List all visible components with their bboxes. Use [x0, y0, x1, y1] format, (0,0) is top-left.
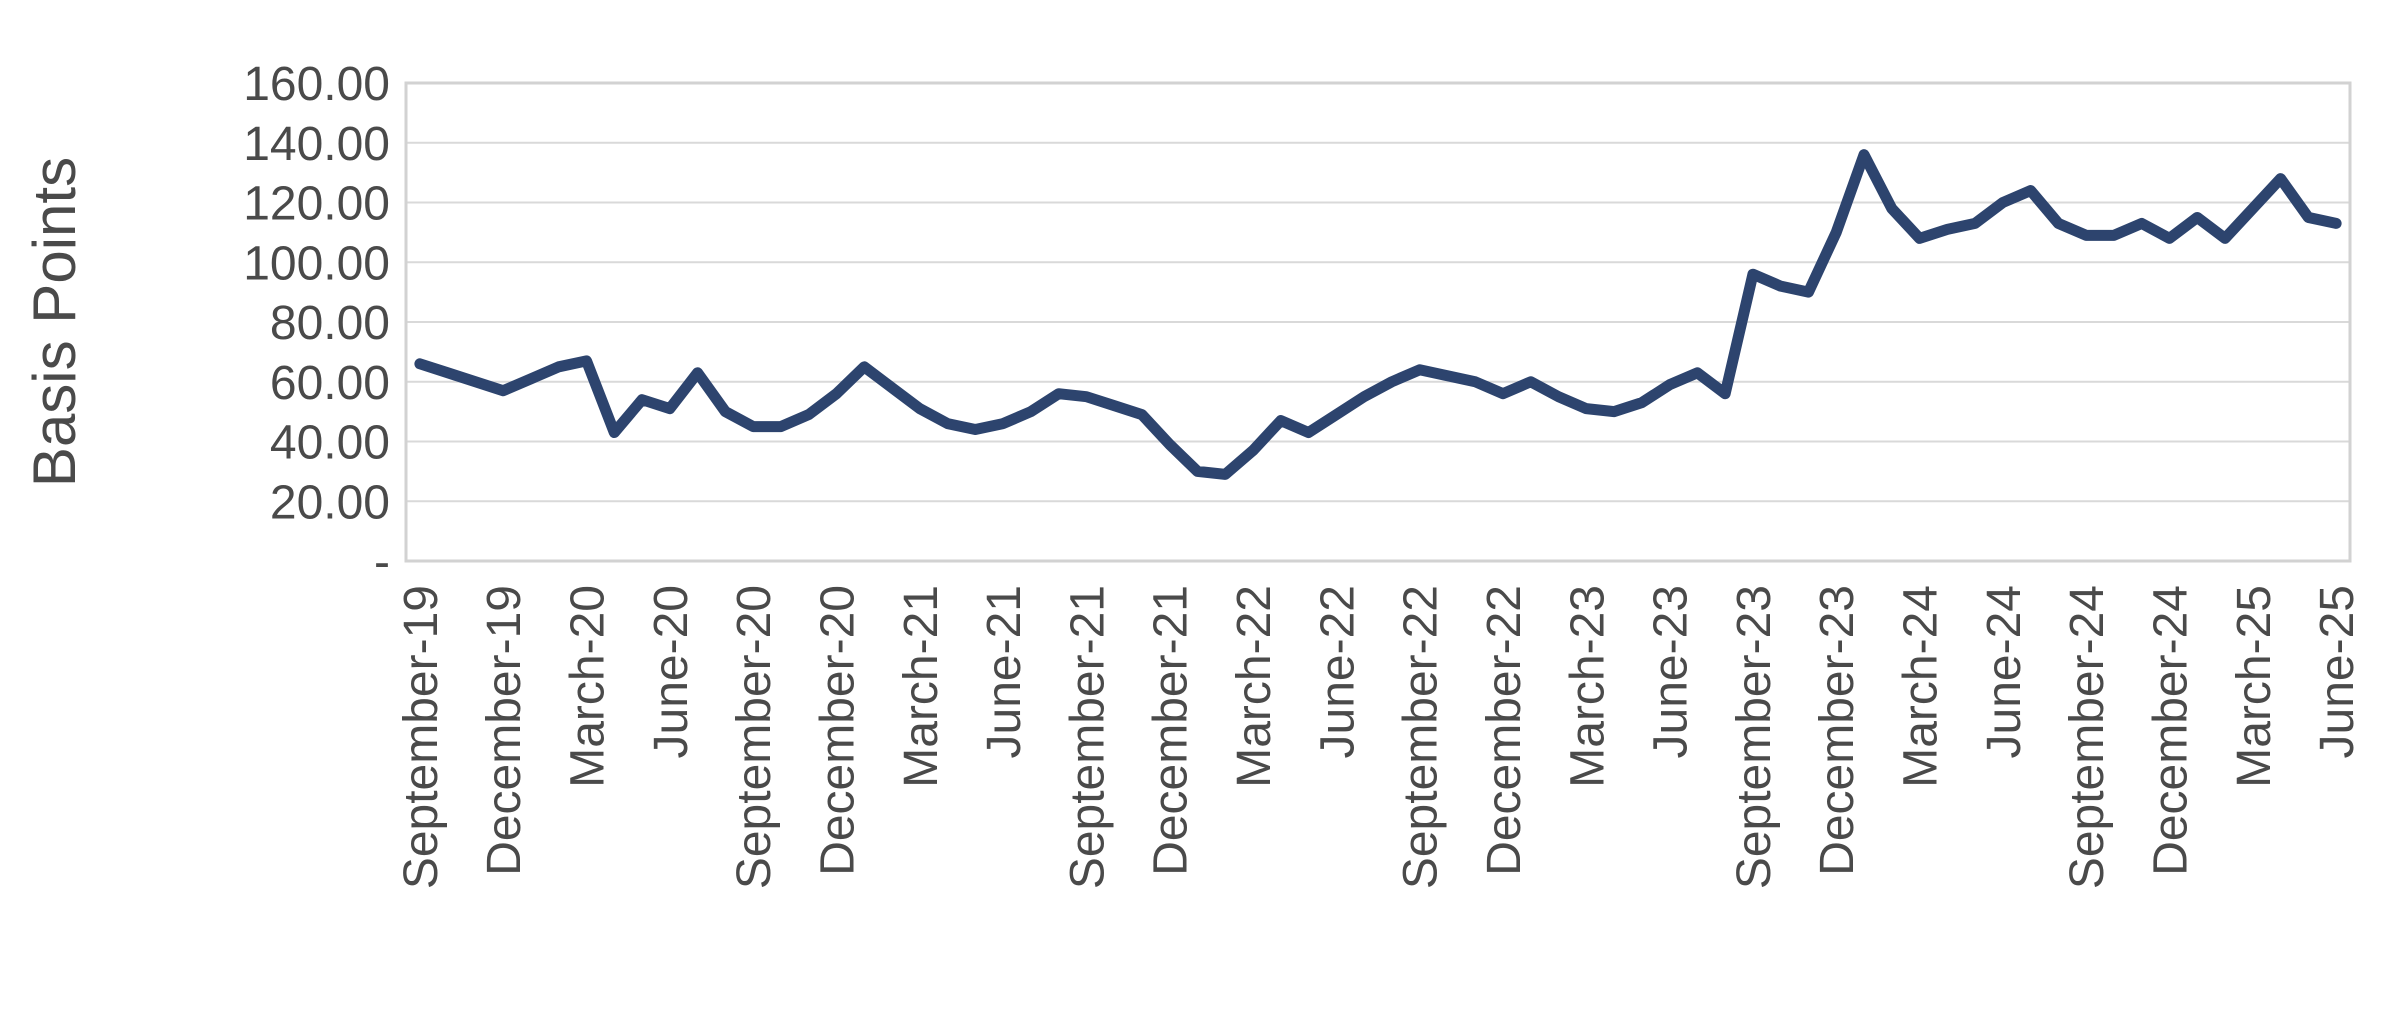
y-tick-label: 60.00 — [270, 357, 390, 410]
x-tick-label: March-24 — [1895, 585, 1948, 788]
x-tick-label: September-23 — [1728, 585, 1781, 889]
y-tick-label: 20.00 — [270, 476, 390, 529]
x-tick-label: June-25 — [2311, 585, 2364, 758]
y-axis-title: Basis Points — [21, 157, 88, 487]
x-tick-label: December-23 — [1811, 585, 1864, 876]
y-tick-label: 120.00 — [243, 178, 390, 231]
x-tick-label: December-20 — [811, 585, 864, 876]
y-tick-label: 100.00 — [243, 237, 390, 290]
x-tick-label: September-24 — [2061, 585, 2114, 889]
x-tick-label: June-22 — [1311, 585, 1364, 758]
x-tick-label: September-22 — [1395, 585, 1448, 889]
y-tick-label: - — [374, 536, 390, 589]
x-tick-label: December-22 — [1478, 585, 1531, 876]
x-tick-label: March-25 — [2228, 585, 2281, 788]
x-tick-label: June-20 — [645, 585, 698, 758]
data-line — [414, 149, 2342, 480]
x-tick-label: March-23 — [1561, 585, 1614, 788]
x-tick-labels: September-19 December-19 March-20 June-20 Se… — [395, 585, 2364, 889]
y-tick-label: 160.00 — [243, 58, 390, 111]
y-tick-label: 40.00 — [270, 417, 390, 470]
x-tick-label: December-24 — [2144, 585, 2197, 876]
x-tick-label: March-20 — [562, 585, 615, 788]
x-tick-label: March-21 — [895, 585, 948, 788]
x-tick-label: September-21 — [1061, 585, 1114, 889]
x-tick-label: June-23 — [1645, 585, 1698, 758]
gridlines — [406, 82, 2350, 562]
y-tick-labels: 160.00 140.00 120.00 100.00 80.00 60.00 40.00 2… — [243, 58, 390, 589]
x-tick-label: June-24 — [1978, 585, 2031, 758]
y-tick-label: 140.00 — [243, 118, 390, 171]
x-tick-label: September-19 — [395, 585, 448, 889]
x-tick-label: June-21 — [978, 585, 1031, 758]
x-tick-label: December-19 — [478, 585, 531, 876]
x-tick-label: December-21 — [1145, 585, 1198, 876]
plot-border — [404, 81, 2352, 563]
x-tick-label: September-20 — [728, 585, 781, 889]
x-tick-label: March-22 — [1228, 585, 1281, 788]
y-tick-label: 80.00 — [270, 297, 390, 350]
